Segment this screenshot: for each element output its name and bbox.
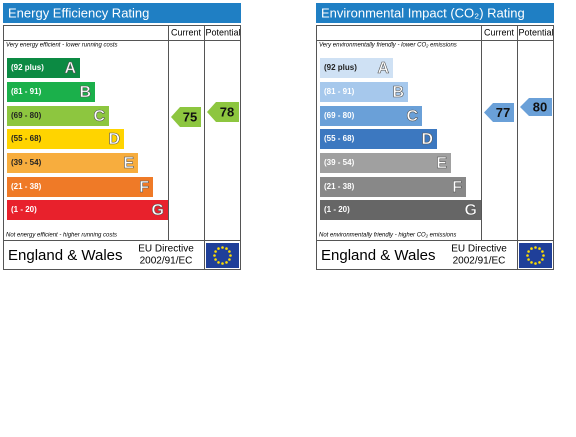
directive: 2002/91/EC (453, 256, 506, 267)
eu-star (527, 250, 530, 253)
band-range: (21 - 38) (324, 182, 355, 191)
eu-star (541, 250, 544, 253)
eu-star (225, 247, 228, 250)
eu-star (538, 247, 541, 250)
panel-title: Environmental Impact (CO₂) Rating (321, 5, 525, 20)
band (320, 129, 437, 149)
band-range: (55 - 68) (11, 134, 42, 143)
band (320, 58, 393, 78)
band-letter: A (377, 60, 389, 77)
band-range: (69 - 80) (11, 111, 42, 120)
eu-star (213, 254, 216, 257)
band (320, 153, 451, 173)
band-range: (92 plus) (324, 63, 357, 72)
col-header: Current (171, 27, 202, 37)
band (7, 153, 138, 173)
bottom-note: Not environmentally friendly - higher CO… (319, 233, 456, 239)
band-range: (39 - 54) (324, 158, 355, 167)
band-letter: F (139, 179, 149, 196)
rating-panel: Environmental Impact (CO₂) Rating Current… (316, 3, 554, 270)
band-letter: C (406, 108, 418, 125)
band-range: (55 - 68) (324, 134, 355, 143)
eu-star (221, 262, 224, 265)
band-letter: F (452, 179, 462, 196)
eu-star (217, 261, 220, 264)
band (7, 58, 80, 78)
eu-star (228, 258, 231, 261)
directive: 2002/91/EC (140, 256, 193, 267)
band (320, 82, 408, 102)
band-letter: E (123, 155, 134, 172)
eu-star (221, 246, 224, 249)
rating-arrow (520, 98, 552, 116)
rating-arrow (207, 102, 239, 122)
band-letter: B (392, 84, 404, 101)
col-header: Current (484, 27, 515, 37)
band-range: (1 - 20) (11, 205, 37, 214)
rating-value: 78 (220, 104, 234, 119)
band-letter: C (93, 108, 105, 125)
frame (316, 25, 554, 270)
eu-star (214, 250, 217, 253)
eu-star (538, 261, 541, 264)
eu-star (527, 258, 530, 261)
eu-star (214, 258, 217, 261)
eu-star (229, 254, 232, 257)
band (7, 106, 109, 126)
bottom-note: Not energy efficient - higher running co… (6, 233, 117, 239)
band-range: (92 plus) (11, 63, 44, 72)
band-range: (39 - 54) (11, 158, 42, 167)
title-bar (3, 3, 241, 23)
directive: EU Directive (451, 244, 507, 255)
col-header: Potential (205, 27, 240, 37)
top-note: Very energy efficient - lower running co… (6, 43, 118, 49)
band-letter: D (421, 131, 433, 148)
eu-star (228, 250, 231, 253)
band-letter: A (64, 60, 76, 77)
band-range: (1 - 20) (324, 205, 350, 214)
eu-star (534, 262, 537, 265)
rating-arrow (171, 107, 201, 127)
band-letter: E (436, 155, 447, 172)
directive: EU Directive (138, 244, 194, 255)
rating-arrow (484, 103, 514, 122)
region: England & Wales (8, 247, 123, 264)
rating-value: 77 (496, 105, 510, 120)
eu-star (530, 247, 533, 250)
title-bar (316, 3, 554, 23)
eu-star (526, 254, 529, 257)
eu-star (542, 254, 545, 257)
panel-title: Energy Efficiency Rating (8, 5, 149, 20)
band-letter: G (465, 202, 477, 219)
top-note: Very environmentally friendly - lower CO… (319, 43, 457, 49)
band (320, 177, 466, 197)
band (320, 200, 481, 220)
col-header: Potential (518, 27, 553, 37)
band-letter: B (79, 84, 91, 101)
band-letter: G (152, 202, 164, 219)
band (320, 106, 422, 126)
band (7, 200, 168, 220)
band (7, 129, 124, 149)
eu-star (530, 261, 533, 264)
frame (3, 25, 241, 270)
eu-star (225, 261, 228, 264)
band-range: (81 - 91) (324, 87, 355, 96)
band-range: (81 - 91) (11, 87, 42, 96)
band-range: (21 - 38) (11, 182, 42, 191)
rating-value: 75 (183, 109, 197, 124)
band-range: (69 - 80) (324, 111, 355, 120)
region: England & Wales (321, 247, 436, 264)
band (7, 82, 95, 102)
eu-star (534, 246, 537, 249)
rating-panel: Energy Efficiency Rating Current Potential… (3, 3, 241, 270)
band (7, 177, 153, 197)
band-letter: D (108, 131, 120, 148)
eu-star (541, 258, 544, 261)
eu-star (217, 247, 220, 250)
rating-value: 80 (533, 99, 547, 114)
